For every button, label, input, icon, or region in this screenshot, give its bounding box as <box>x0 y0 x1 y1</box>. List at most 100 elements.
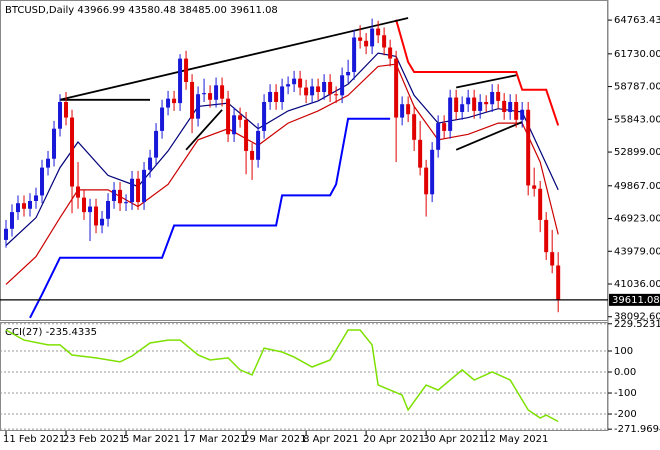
candle-body <box>298 78 303 88</box>
candle-body <box>292 78 297 85</box>
candle-body <box>520 109 525 120</box>
candle-body <box>130 178 135 203</box>
candle-body <box>394 58 399 118</box>
x-tick-label: 5 Mar 2021 <box>123 434 180 445</box>
candle-body <box>100 218 105 226</box>
candle-body <box>154 130 159 158</box>
candle-body <box>34 195 39 201</box>
indicator-line <box>59 17 409 101</box>
y-tick-label: 49867.00 <box>614 181 660 192</box>
candle-body <box>118 189 123 204</box>
y-tick-label: 43979.00 <box>614 246 660 257</box>
candle-body <box>232 115 237 135</box>
candle-body <box>184 58 189 82</box>
candle-body <box>484 101 489 105</box>
candle-body <box>196 94 201 119</box>
indicator-line <box>29 117 391 319</box>
candle-body <box>556 265 561 300</box>
candle-body <box>208 93 213 100</box>
last-price-box <box>609 293 660 306</box>
candle-body <box>286 84 291 87</box>
y-tick-label: 0.00 <box>614 367 636 378</box>
candle-body <box>334 94 339 96</box>
candle-body <box>16 203 21 213</box>
candle-body <box>28 200 33 209</box>
candle-body <box>364 40 369 47</box>
candle-body <box>268 91 273 102</box>
candle-body <box>322 81 327 92</box>
candle-body <box>544 219 549 253</box>
candle-body <box>424 167 429 195</box>
candle-body <box>64 101 69 118</box>
candle-body <box>358 37 363 41</box>
candle-body <box>124 202 129 204</box>
candle-body <box>226 98 231 135</box>
y-tick-label: 229.5231 <box>614 319 660 330</box>
candle-body <box>40 167 45 196</box>
candle-body <box>496 91 501 101</box>
candle-body <box>328 81 333 95</box>
candle-body <box>370 28 375 47</box>
y-tick-label: 64763.43 <box>614 15 660 26</box>
x-tick-label: 17 Mar 2021 <box>183 434 246 445</box>
panel-title: BTCUSD,Daily 43966.99 43580.48 38485.00 … <box>5 5 278 16</box>
candle-body <box>502 100 507 113</box>
candle-body <box>472 97 477 111</box>
candle-body <box>304 87 309 96</box>
candle-body <box>382 35 387 48</box>
y-tick-label: 55843.00 <box>614 114 660 125</box>
indicator-line <box>5 52 559 246</box>
candle-body <box>274 91 279 102</box>
candle-body <box>88 206 93 213</box>
y-tick-label: 46923.00 <box>614 214 660 225</box>
x-tick-label: 30 Apr 2021 <box>423 434 485 445</box>
y-tick-label: -100 <box>614 388 637 399</box>
candle-body <box>22 203 27 209</box>
candle-body <box>490 91 495 105</box>
candle-body <box>376 28 381 36</box>
panel-title: CCI(27) -235.4335 <box>5 327 97 338</box>
candle-body <box>106 200 111 219</box>
candle-body <box>436 123 441 150</box>
candle-body <box>52 128 57 159</box>
candle-body <box>316 86 321 92</box>
candle-body <box>250 150 255 160</box>
x-tick-label: 29 Mar 2021 <box>243 434 306 445</box>
candle-body <box>340 75 345 96</box>
candle-body <box>448 97 453 131</box>
candle-body <box>214 85 219 100</box>
candle-body <box>238 115 243 120</box>
candle-body <box>256 130 261 160</box>
y-tick-label: 61730.00 <box>614 49 660 60</box>
y-tick-label: 100 <box>614 346 633 357</box>
candle-body <box>412 114 417 140</box>
candle-body <box>406 104 411 115</box>
candle-body <box>4 228 9 240</box>
candle-body <box>346 71 351 76</box>
indicator-line <box>455 121 523 151</box>
indicator-line <box>185 109 223 151</box>
candle-body <box>136 178 141 203</box>
candle-body <box>400 104 405 118</box>
candle-body <box>310 86 315 96</box>
candle-body <box>478 101 483 111</box>
candle-body <box>82 197 87 213</box>
candle-body <box>550 252 555 266</box>
candle-body <box>142 169 147 203</box>
candle-body <box>352 37 357 72</box>
candle-body <box>202 93 207 95</box>
candle-body <box>388 47 393 59</box>
x-tick-label: 20 Apr 2021 <box>363 434 425 445</box>
candle-body <box>442 123 447 131</box>
candle-body <box>532 185 537 189</box>
candle-body <box>418 139 423 168</box>
candle-body <box>190 81 195 119</box>
x-tick-label: 8 Apr 2021 <box>303 434 358 445</box>
y-tick-label: -271.9694 <box>614 424 660 435</box>
candle-body <box>178 58 183 104</box>
candle-body <box>280 86 285 102</box>
candle-body <box>166 98 171 108</box>
y-tick-label: -200 <box>614 409 637 420</box>
candle-body <box>160 107 165 131</box>
